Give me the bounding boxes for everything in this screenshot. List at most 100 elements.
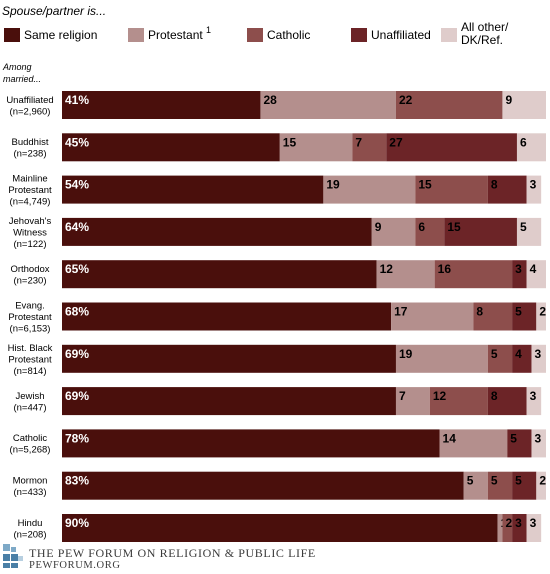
bar-segment — [526, 387, 542, 416]
category-label: Evang. — [15, 301, 45, 312]
org-name: The Pew Forum on Religion & Public Life — [29, 546, 316, 560]
bar-segment — [62, 302, 392, 331]
chart-row: Evang.Protestant(n=6,153) 68% 17 8 5 2 — [8, 301, 546, 335]
category-label: (n=208) — [13, 529, 46, 540]
data-label: 4 — [515, 347, 522, 361]
data-label: 2 — [539, 305, 546, 319]
data-label: 69% — [65, 389, 89, 403]
bar-segment — [376, 260, 435, 289]
legend-label: DK/Ref. — [461, 33, 503, 47]
data-label: 2 — [539, 474, 546, 488]
bar-segment — [512, 344, 532, 373]
legend-item-2: Catholic — [247, 28, 310, 42]
legend-swatch — [247, 28, 263, 42]
data-label: 9 — [505, 93, 512, 107]
category-label: (n=122) — [13, 239, 46, 250]
bar-segment — [395, 91, 503, 119]
bar-segment — [439, 429, 508, 458]
data-label: 7 — [355, 135, 362, 149]
legend-label: Same religion — [24, 28, 97, 42]
data-label: 19 — [326, 178, 340, 192]
category-label: Protestant — [8, 312, 52, 323]
category-label: (n=6,153) — [10, 324, 51, 335]
data-label: 12 — [433, 389, 447, 403]
data-label: 14 — [443, 431, 457, 445]
bar-segment — [512, 514, 527, 542]
bar-segment — [487, 387, 527, 416]
category-label: (n=238) — [13, 149, 46, 160]
category-label: Hist. Black — [8, 343, 53, 354]
legend-superscript: 1 — [206, 25, 211, 35]
chart-title: Spouse/partner is... — [2, 4, 106, 18]
bar-segment — [260, 91, 396, 119]
bar-segment — [507, 429, 532, 458]
data-label: 6 — [418, 220, 425, 234]
bar-segment — [512, 302, 537, 331]
data-label: 3 — [515, 516, 522, 530]
bar-segment — [395, 387, 430, 416]
data-label: 3 — [530, 389, 537, 403]
data-label: 19 — [399, 347, 413, 361]
chart-row: Buddhist(n=238) 45% 15 7 27 6 — [12, 133, 546, 162]
bar-segment — [536, 302, 546, 331]
legend-item-4: All other/DK/Ref. — [441, 20, 509, 47]
data-label: 15 — [283, 135, 297, 149]
category-label: (n=5,268) — [10, 445, 51, 456]
data-label: 5 — [467, 474, 474, 488]
legend-item-1: Protestant 1 — [128, 25, 211, 42]
bar-segment — [62, 217, 372, 246]
bar-segment — [512, 260, 527, 289]
data-label: 7 — [399, 389, 406, 403]
group-label-line2: married... — [3, 74, 41, 84]
data-label: 5 — [491, 474, 498, 488]
category-label: Catholic — [13, 433, 48, 444]
bar-segment — [415, 175, 488, 204]
category-label: Buddhist — [12, 137, 49, 148]
data-label: 12 — [380, 262, 394, 276]
bar-segment — [62, 471, 464, 500]
legend-swatch — [441, 28, 457, 42]
data-label: 41% — [65, 93, 89, 107]
data-label: 8 — [491, 178, 498, 192]
data-label: 69% — [65, 347, 89, 361]
bar-segment — [429, 387, 488, 416]
category-label: Jehovah's — [9, 216, 52, 227]
legend-label: All other/ — [461, 20, 509, 34]
legend-label: Catholic — [267, 28, 310, 42]
bar-segment — [516, 133, 546, 162]
data-label: 28 — [263, 93, 277, 107]
data-label: 4 — [530, 262, 537, 276]
bar-segment — [487, 471, 513, 500]
legend-swatch — [351, 28, 367, 42]
category-label: Witness — [13, 227, 47, 238]
data-label: 3 — [534, 431, 541, 445]
category-label: Jewish — [15, 391, 44, 402]
bar-segment — [526, 514, 542, 542]
data-label: 5 — [491, 347, 498, 361]
bar-segment — [62, 429, 440, 458]
stacked-bar-chart: Spouse/partner is... Same religion Protes… — [2, 4, 546, 542]
data-label: 15 — [418, 178, 432, 192]
category-label: (n=230) — [13, 275, 46, 286]
legend-label: Unaffiliated — [371, 28, 431, 42]
bar-segment — [279, 133, 353, 162]
bar-segment — [62, 91, 261, 119]
data-label: 90% — [65, 516, 89, 530]
bar-segment — [415, 217, 445, 246]
chart-row: Hindu(n=208)90%1233 — [13, 514, 542, 542]
bar-segment — [526, 260, 546, 289]
category-label: (n=4,749) — [10, 197, 51, 208]
bar-segment — [502, 514, 513, 542]
bar-segment — [323, 175, 416, 204]
data-label: 6 — [520, 135, 527, 149]
legend: Same religion Protestant 1 Catholic Unaffili… — [4, 20, 509, 47]
bar-segment — [487, 175, 527, 204]
data-label: 64% — [65, 220, 89, 234]
legend-item-0: Same religion — [4, 28, 97, 42]
data-label: 9 — [375, 220, 382, 234]
legend-item-3: Unaffiliated — [351, 28, 431, 42]
data-label: 3 — [534, 347, 541, 361]
bar-segment — [62, 344, 396, 373]
bar-segment — [531, 429, 546, 458]
